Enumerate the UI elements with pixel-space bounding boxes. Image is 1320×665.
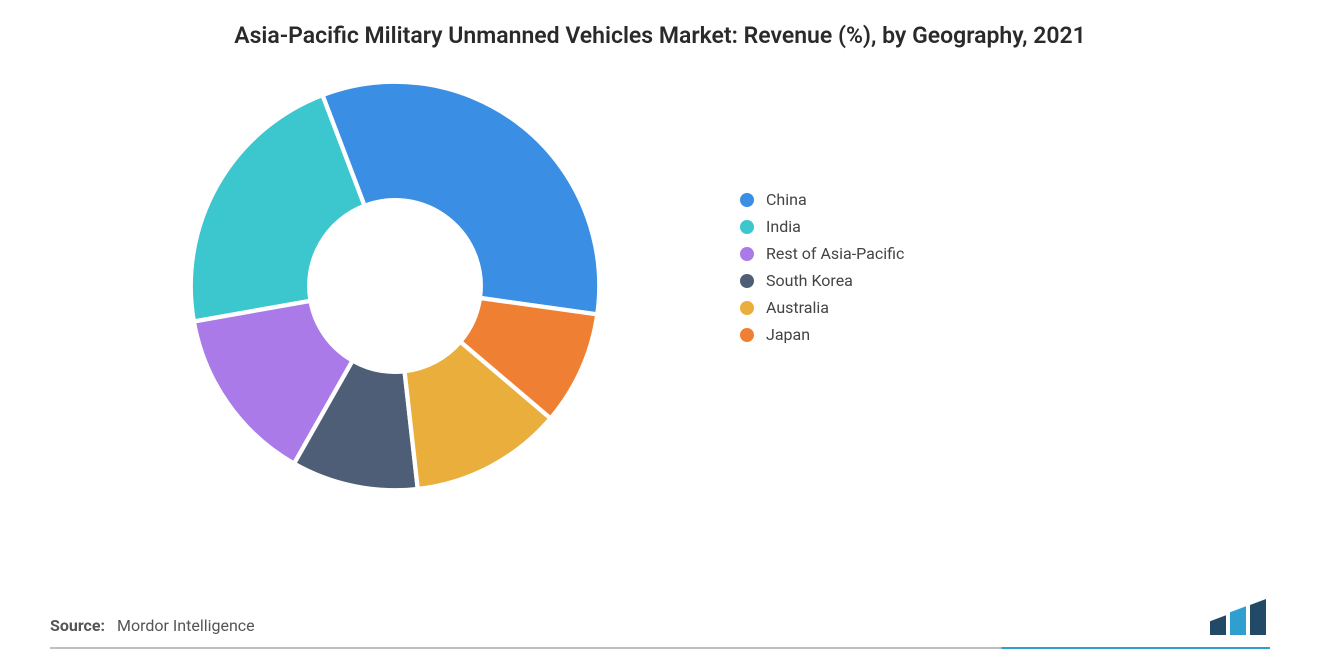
footer-separator [50,647,1270,649]
brand-logo [1210,599,1270,635]
legend-item: Rest of Asia-Pacific [740,244,904,263]
legend-item: Australia [740,298,904,317]
logo-bar [1210,615,1226,635]
legend-label: Australia [766,298,829,317]
legend-label: China [766,190,807,209]
source-text: Mordor Intelligence [117,616,255,635]
legend-dot [740,328,754,342]
legend-item: South Korea [740,271,904,290]
legend-label: India [766,217,801,236]
legend-label: Rest of Asia-Pacific [766,244,904,263]
chart-area: China India Rest of Asia-Pacific South Kore… [0,71,1320,501]
legend-dot [740,220,754,234]
legend-dot [740,247,754,261]
legend-item: Japan [740,325,904,344]
legend-label: Japan [766,325,810,344]
legend-item: India [740,217,904,236]
source-attribution: Source: Mordor Intelligence [50,616,255,635]
legend-dot [740,274,754,288]
footer-row: Source: Mordor Intelligence [50,599,1270,635]
legend-dot [740,193,754,207]
logo-bar [1230,606,1246,635]
legend-item: China [740,190,904,209]
source-label: Source: [50,616,105,635]
chart-title: Asia-Pacific Military Unmanned Vehicles … [0,0,1320,51]
legend-label: South Korea [766,271,853,290]
legend: China India Rest of Asia-Pacific South Kore… [740,190,904,352]
logo-bar [1250,599,1266,635]
legend-dot [740,301,754,315]
donut-slice [322,82,599,315]
donut-chart [180,71,610,501]
